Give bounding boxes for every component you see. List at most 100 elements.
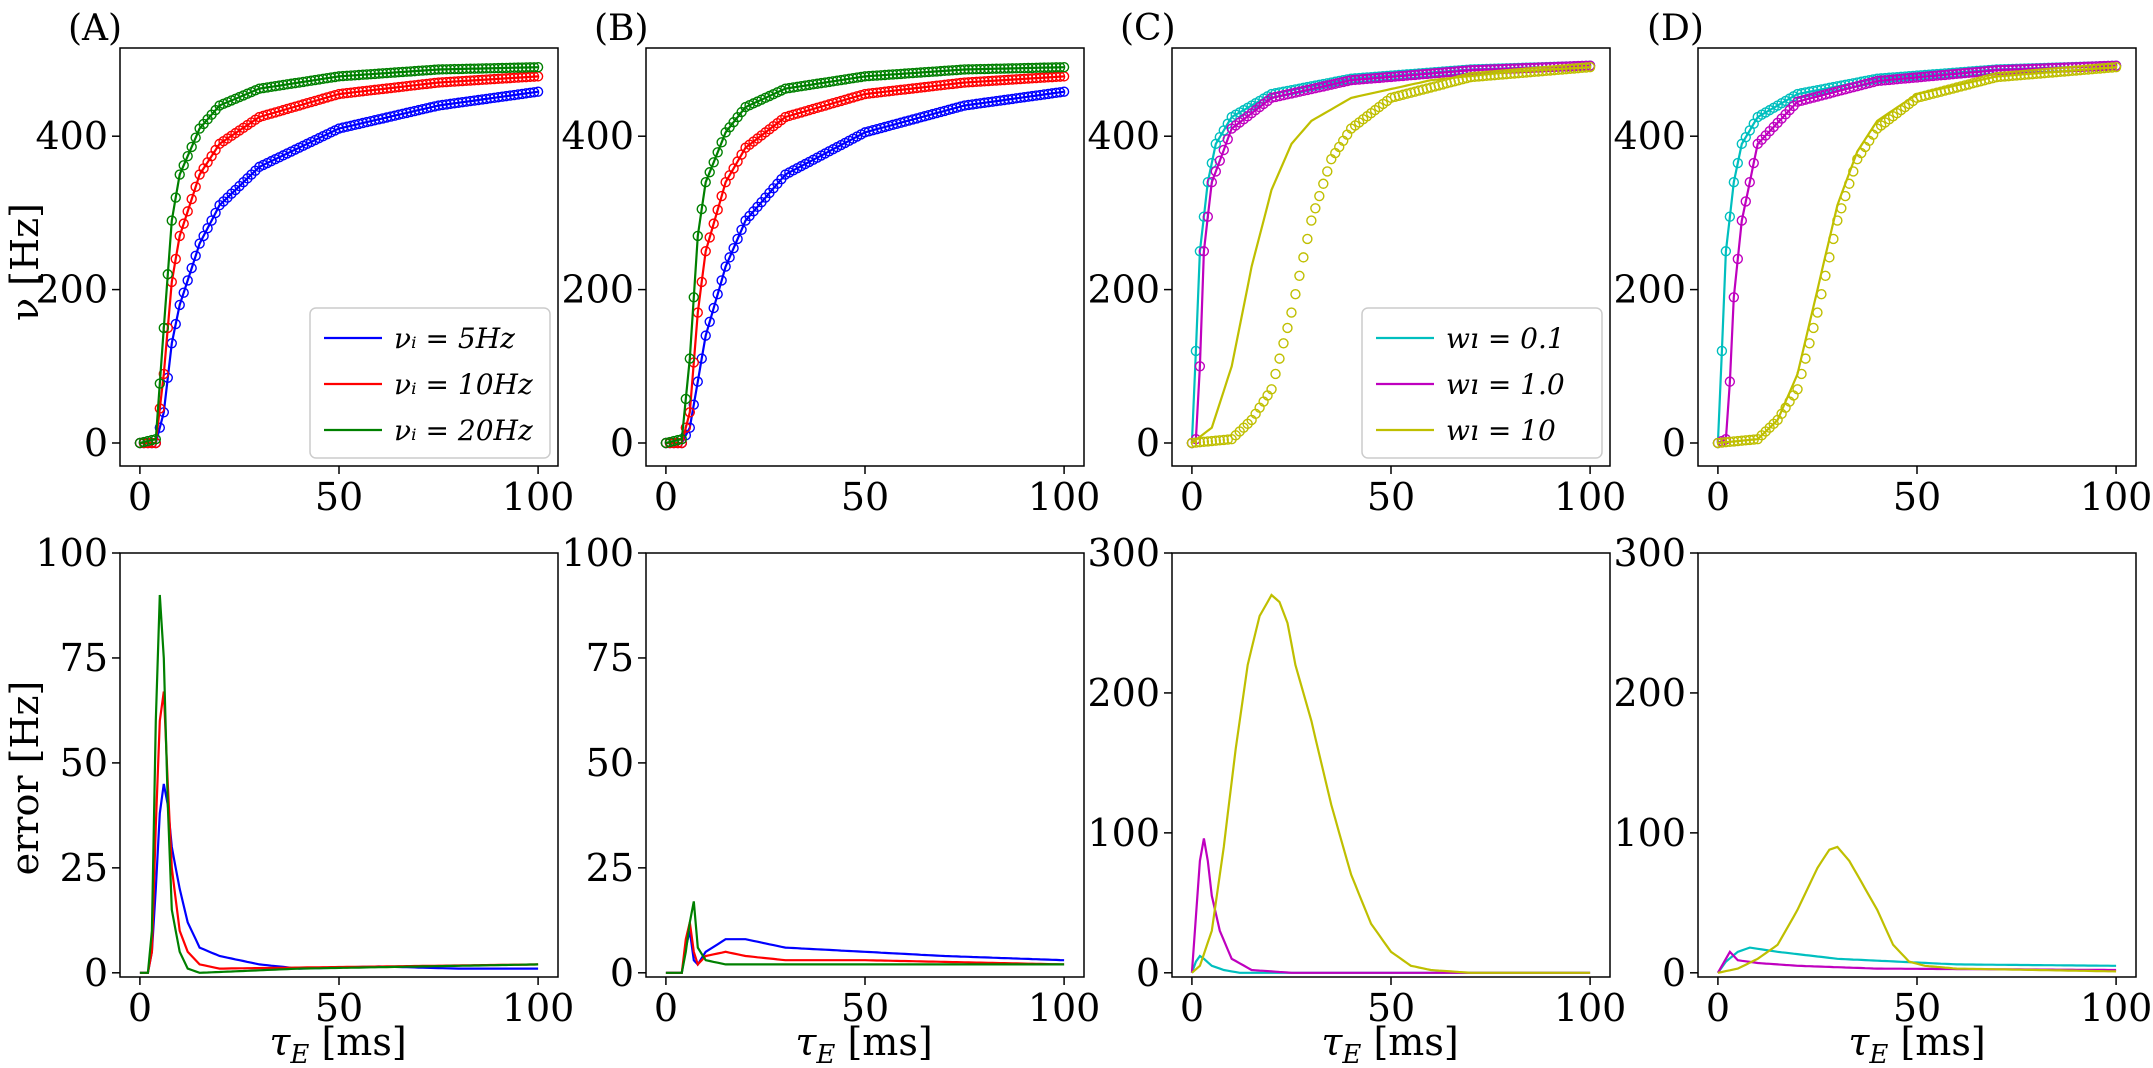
series-marker (907, 67, 918, 79)
series-line-0 (1717, 946, 2117, 974)
series-marker (736, 224, 747, 235)
series-marker (847, 73, 859, 84)
x-tick-label: 0 (1180, 986, 1204, 1030)
series-marker (919, 81, 930, 93)
x-tick-label: 50 (1367, 986, 1415, 1030)
series-line-2 (1717, 845, 2117, 974)
series-marker (935, 65, 946, 77)
series-marker (1322, 80, 1333, 91)
series-marker (1306, 83, 1317, 95)
x-tick-label: 50 (841, 986, 889, 1030)
series-marker (700, 177, 711, 188)
series-marker (1357, 74, 1369, 85)
scatter-marker (1322, 166, 1333, 177)
series-marker (524, 87, 536, 99)
series-marker (863, 88, 875, 99)
series-line-1 (665, 922, 1065, 974)
series-marker (879, 86, 891, 97)
series-marker (429, 64, 440, 75)
series-marker (724, 252, 735, 263)
scatter-marker (1489, 69, 1500, 81)
scatter-marker (2047, 67, 2058, 78)
series-marker (1314, 82, 1325, 93)
series-marker (532, 61, 544, 73)
series-marker (800, 80, 811, 91)
scatter-marker (1820, 270, 1831, 281)
series-marker (146, 434, 158, 446)
series-marker (493, 92, 504, 103)
y-tick-label: 400 (1087, 114, 1160, 158)
series-marker (668, 435, 680, 447)
series-marker (1875, 75, 1887, 86)
series-line-2 (1191, 66, 1591, 444)
series-marker (983, 75, 994, 87)
scatter-marker (1541, 65, 1552, 77)
series-line-1 (139, 691, 539, 974)
series-line-0 (139, 783, 539, 974)
x-tick-label: 0 (654, 475, 678, 519)
series-marker (1963, 67, 1974, 78)
series-marker (1198, 246, 1210, 257)
series-marker (178, 218, 189, 229)
series-marker (337, 70, 349, 82)
series-marker (863, 70, 875, 82)
y-tick-label: 200 (561, 268, 634, 312)
scatter-marker (1720, 437, 1732, 448)
series-marker (1345, 75, 1357, 86)
scatter-marker (1210, 435, 1222, 446)
series-marker (927, 66, 938, 77)
series-marker (441, 99, 452, 110)
scatter-marker (1584, 61, 1596, 73)
series-marker (497, 73, 508, 84)
series-marker (170, 192, 181, 203)
series-marker (377, 113, 388, 124)
series-marker (433, 77, 444, 88)
series-marker (1736, 215, 1748, 226)
series-marker (381, 67, 392, 79)
series-marker (1935, 70, 1947, 81)
series-marker (278, 79, 289, 91)
series-marker (441, 64, 452, 75)
series-marker (417, 65, 428, 76)
x-tick-label: 50 (1893, 986, 1941, 1030)
series-marker (1377, 72, 1389, 83)
series-line-2 (665, 901, 1065, 974)
series-marker (186, 193, 197, 205)
series-marker (461, 96, 472, 107)
series-marker (819, 77, 831, 88)
series-marker (1274, 90, 1285, 102)
series-marker (150, 433, 162, 445)
series-marker (290, 77, 301, 89)
panel-label-c: (C) (1120, 8, 1176, 49)
series-marker (812, 78, 823, 89)
scatter-marker (1298, 252, 1309, 263)
series-marker (1054, 62, 1066, 73)
series-marker (1341, 75, 1353, 87)
scatter-marker (1314, 190, 1325, 202)
series-marker (313, 74, 325, 85)
series-marker (823, 76, 835, 88)
series-marker (381, 112, 392, 123)
series-marker (704, 232, 715, 243)
series-marker (1194, 361, 1206, 372)
series-marker (162, 269, 173, 280)
series-marker (286, 78, 297, 89)
series-marker (915, 82, 926, 93)
series-marker (449, 98, 460, 109)
series-marker (923, 81, 934, 92)
plot-area (1716, 845, 2117, 974)
series-marker (1931, 70, 1943, 81)
plot-C-top: 0 50 100 0 200 400 wı = 0.1 wı = 1.0 wı = 10 (1087, 47, 1626, 519)
scatter-marker (2102, 62, 2114, 74)
series-marker (871, 70, 883, 81)
series-marker (337, 88, 349, 99)
series-marker (1381, 72, 1393, 83)
scatter-marker (2063, 65, 2074, 77)
series-marker (477, 63, 488, 74)
series-marker (975, 98, 986, 109)
series-marker (425, 102, 436, 113)
series-marker (1971, 66, 1982, 78)
series-marker (373, 68, 385, 79)
series-marker (1353, 74, 1365, 85)
